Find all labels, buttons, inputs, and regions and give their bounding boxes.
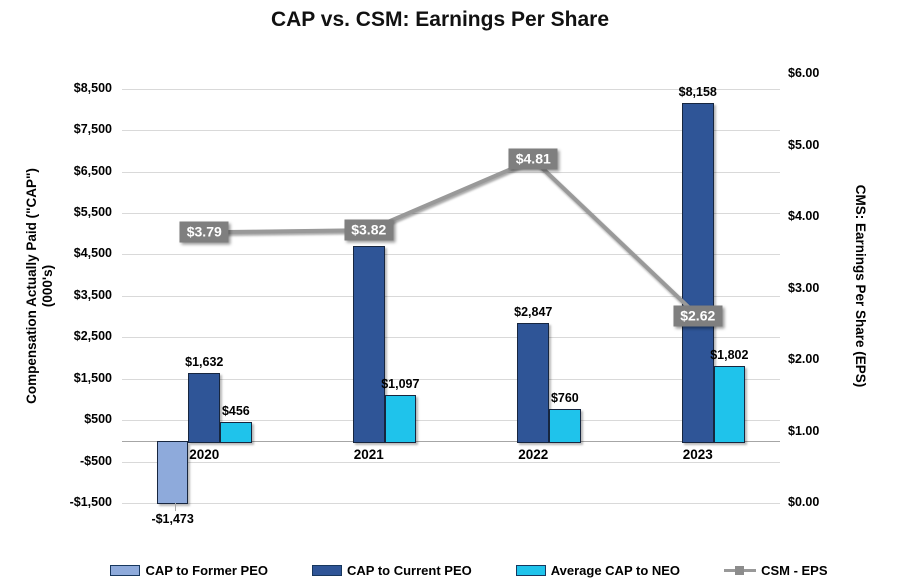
right-axis-tick-label: $0.00: [788, 495, 820, 509]
legend-item-cap-to-former-peo: CAP to Former PEO: [110, 563, 268, 578]
bar-average-cap-to-neo-2022: [549, 409, 581, 443]
bar-value-label: $1,802: [710, 348, 749, 363]
legend-square-marker: [735, 566, 745, 575]
left-axis-tick-label: $8,500: [73, 80, 112, 95]
left-axis-title-line1: Compensation Actually Paid ("CAP"): [23, 168, 39, 404]
right-axis-tick-label: $6.00: [788, 66, 820, 81]
eps-value-label: $3.79: [179, 221, 229, 243]
legend-label: CAP to Former PEO: [145, 563, 269, 578]
right-axis-tick-label: $1.00: [788, 423, 820, 438]
legend-item-average-cap-to-neo: Average CAP to NEO: [515, 563, 681, 578]
gridline: [122, 378, 780, 380]
bar-cap-to-current-peo-2020: [188, 373, 221, 443]
bar-average-cap-to-neo-2021: [384, 395, 417, 443]
right-axis-tick-label: $4.00: [788, 209, 820, 224]
bar-value-label: $1,632: [185, 355, 224, 370]
legend-color-swatch: [110, 565, 141, 576]
left-axis-tick-label: $3,500: [73, 287, 112, 302]
bar-average-cap-to-neo-2023: [713, 366, 746, 443]
gridline: [122, 461, 780, 463]
bar-cap-to-current-peo-2021: [352, 246, 385, 443]
left-axis-tick-label: $4,500: [73, 246, 112, 261]
legend-label: Average CAP to NEO: [550, 563, 681, 578]
gridline: [122, 420, 780, 422]
gridline: [122, 337, 780, 339]
left-axis-tick-label: -$500: [80, 453, 112, 468]
bar-cap-to-current-peo-2023: [681, 102, 714, 443]
left-axis-tick-label: $500: [84, 412, 112, 427]
gridline: [122, 130, 780, 132]
left-axis-tick-label: $6,500: [73, 163, 112, 178]
eps-line: [204, 157, 700, 318]
bar-value-label: $1,097: [381, 377, 420, 392]
legend-item-cap-to-current-peo: CAP to Current PEO: [312, 563, 472, 578]
bar-average-cap-to-neo-2020: [220, 421, 252, 443]
legend-item-csm-eps: CSM - EPS: [724, 563, 828, 578]
x-axis-label-2020: 2020: [189, 446, 220, 462]
gridline: [122, 88, 780, 90]
legend-line-marker-icon: [724, 565, 757, 576]
legend-color-swatch: [312, 565, 343, 576]
bar-cap-to-former-peo-2020: [156, 440, 189, 504]
chart-legend: CAP to Former PEO CAP to Current PEO Avera…: [40, 563, 898, 578]
left-axis-tick-label: $5,500: [73, 205, 112, 219]
bar-value-label: -$1,473: [151, 511, 194, 526]
left-axis-title-line2: (000's): [40, 264, 55, 308]
legend-label: CSM - EPS: [761, 563, 828, 578]
gridline: [122, 503, 780, 504]
legend-color-swatch: [515, 565, 546, 576]
legend-label: CAP to Current PEO: [347, 563, 472, 578]
x-axis-label-2021: 2021: [353, 446, 384, 462]
x-axis-zero-line: [122, 440, 780, 442]
left-axis-tick-label: -$1,500: [69, 495, 112, 509]
bar-value-label: $456: [221, 403, 250, 418]
right-axis-title: CMS: Earnings Per Share (EPS): [853, 184, 869, 388]
chart-title: CAP vs. CSM: Earnings Per Share: [270, 8, 610, 31]
label-leader-line: [174, 502, 176, 511]
left-axis-title: Compensation Actually Paid ("CAP") (000'…: [24, 168, 56, 404]
bar-value-label: $8,158: [678, 84, 717, 99]
left-axis-tick-label: $7,500: [73, 122, 112, 137]
right-axis-tick-label: $3.00: [788, 280, 820, 295]
x-axis-label-2022: 2022: [518, 446, 549, 462]
bar-cap-to-current-peo-2022: [517, 322, 550, 443]
eps-value-label: $4.81: [508, 148, 558, 170]
left-axis-tick-label: $2,500: [73, 329, 112, 344]
bar-value-label: $760: [550, 391, 579, 406]
eps-value-label: $2.62: [673, 305, 723, 327]
eps-value-label: $3.82: [344, 219, 394, 241]
right-axis-tick-label: $2.00: [788, 352, 820, 367]
right-axis-tick-label: $5.00: [788, 137, 820, 152]
bar-value-label: $2,847: [514, 304, 553, 319]
x-axis-label-2023: 2023: [682, 446, 713, 462]
left-axis-tick-label: $1,500: [73, 370, 112, 385]
